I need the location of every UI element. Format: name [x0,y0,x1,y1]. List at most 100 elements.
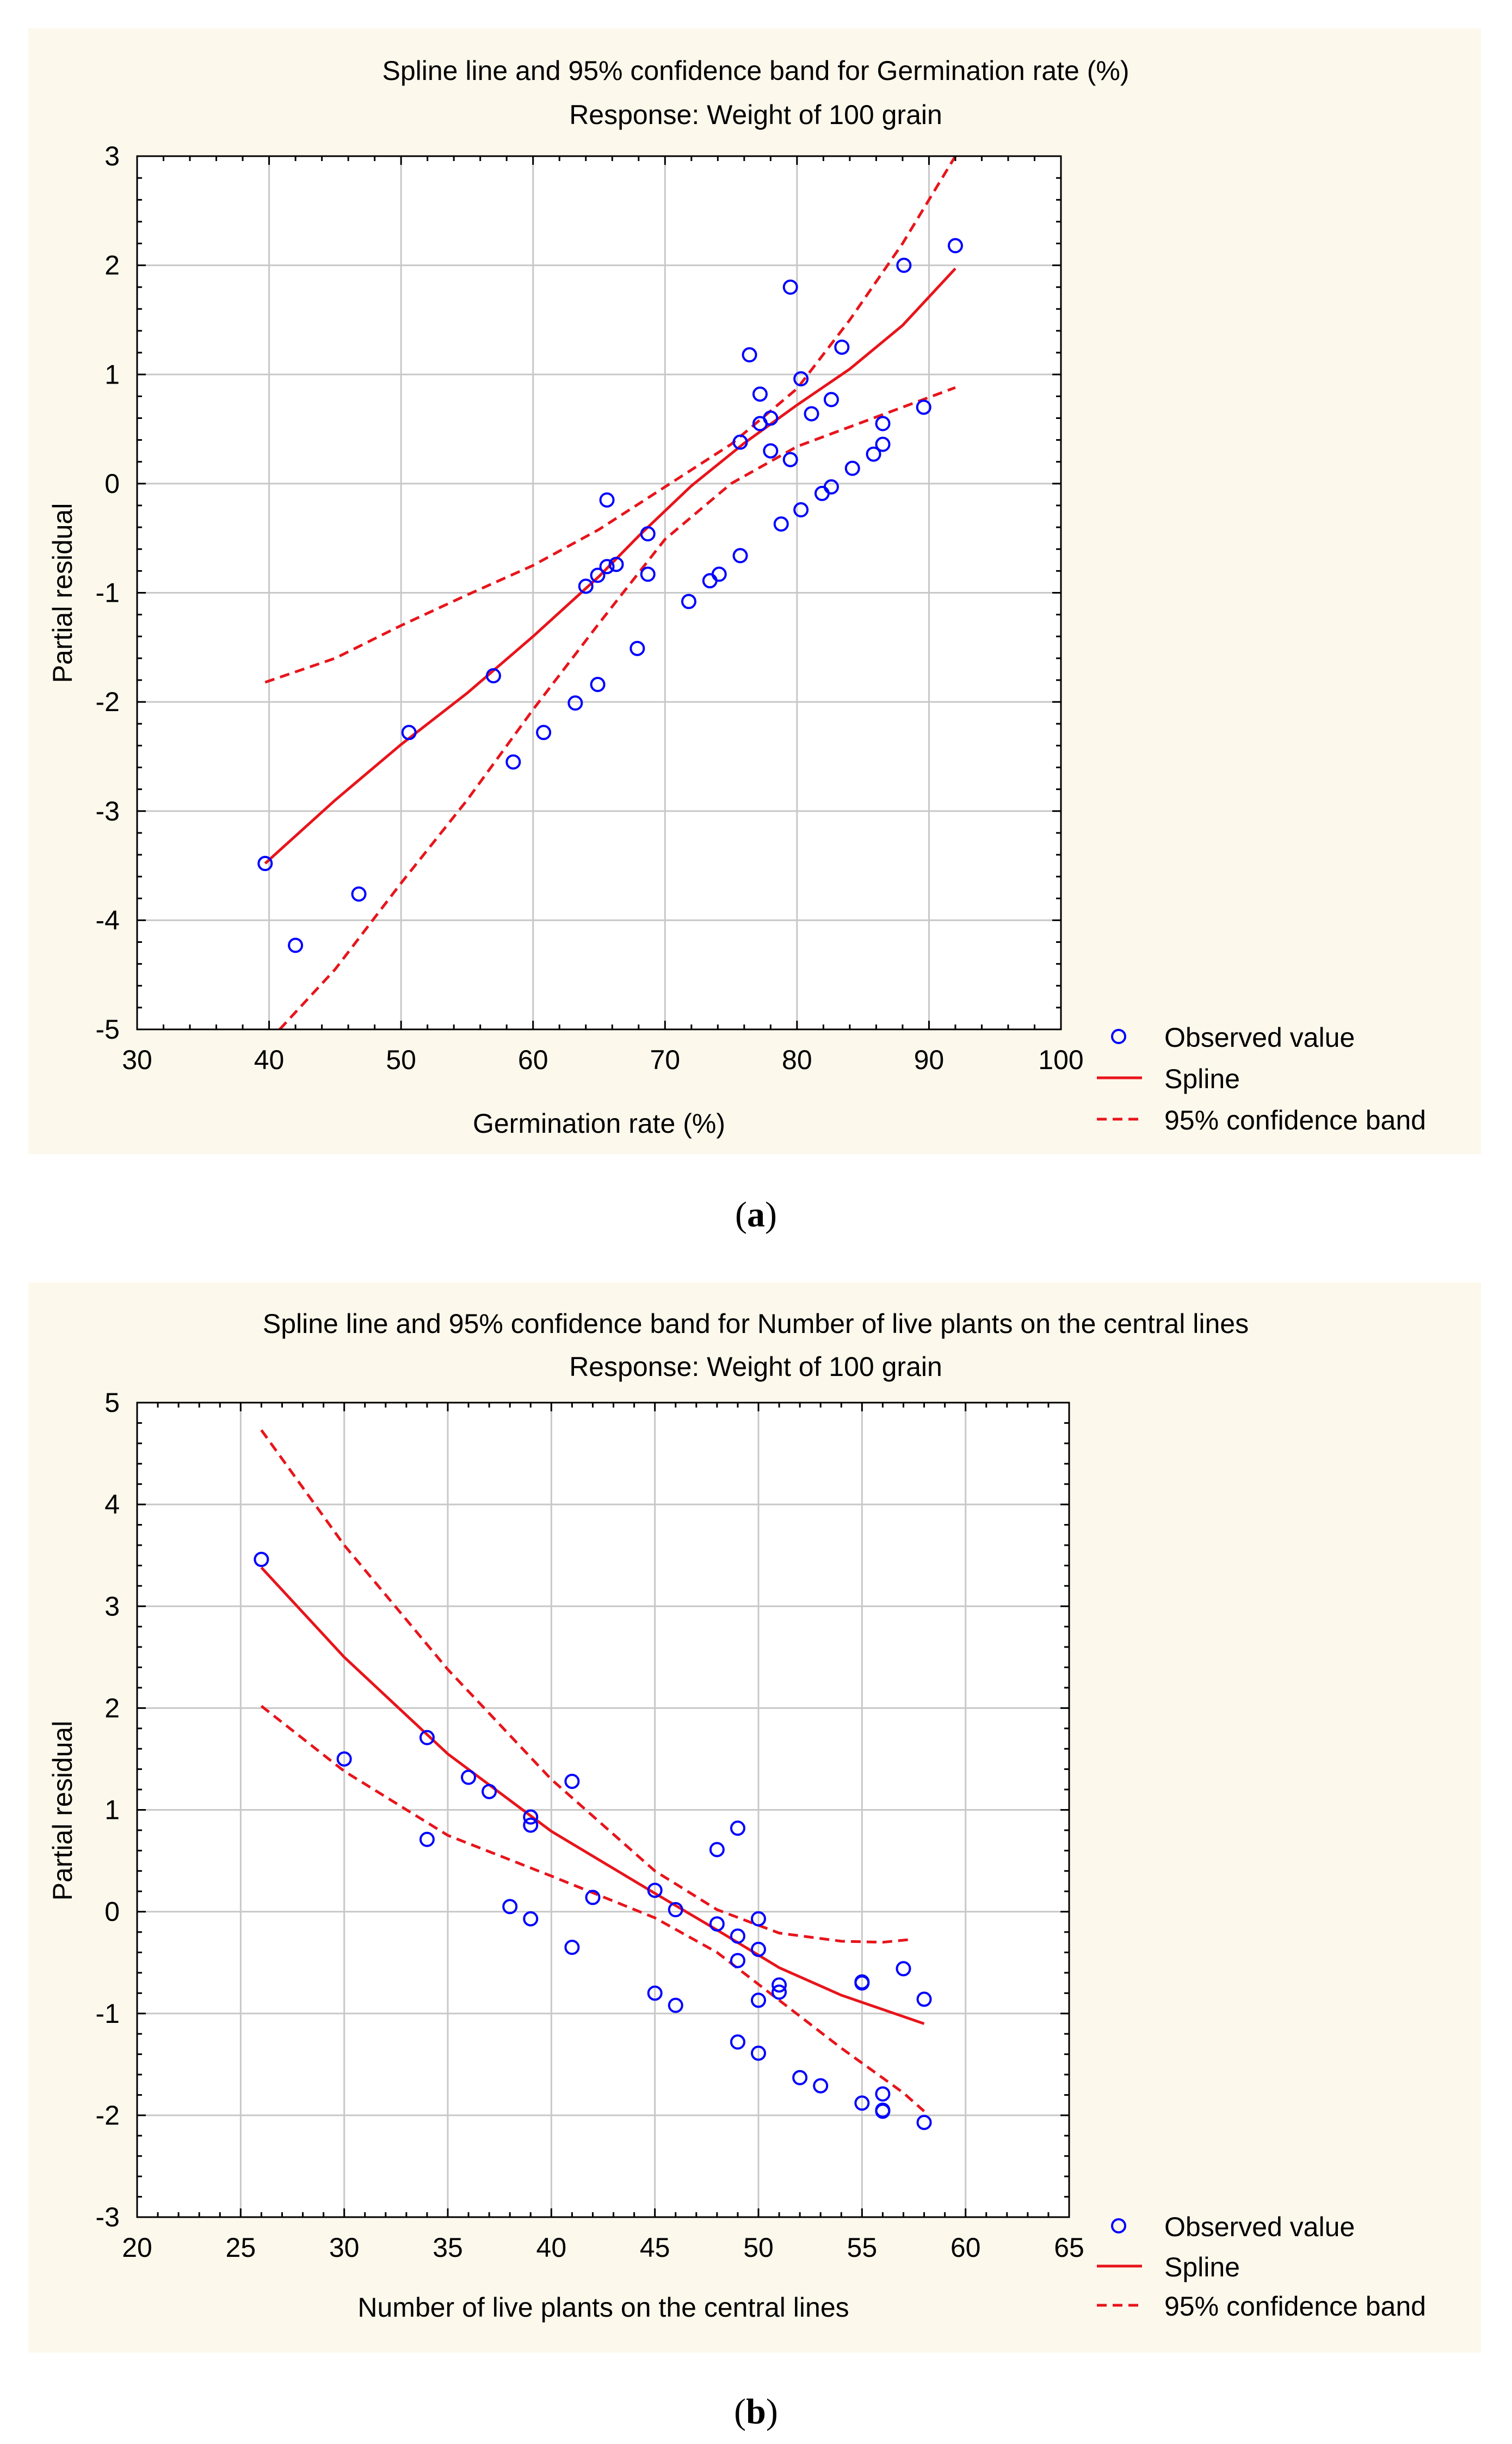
caption-b-close: ) [766,2392,778,2431]
caption-b: (b) [0,2391,1512,2433]
observed-point [854,2095,870,2111]
x-tick-label: 50 [743,2232,774,2263]
observed-point [896,257,912,273]
chart-a-x-axis-label: Germination rate (%) [473,1108,725,1139]
observed-point [590,677,606,693]
y-tick-label: -2 [96,2100,120,2131]
observed-point [257,856,273,872]
y-tick-label: 1 [104,359,120,390]
observed-point [351,886,367,902]
legend-observed-marker-icon [1111,2218,1126,2233]
y-tick-label: 5 [104,1387,120,1418]
y-tick-label: -4 [96,905,120,935]
observed-point [875,2086,891,2102]
observed-point [793,502,809,518]
legend-observed-label: Observed value [1164,1022,1355,1053]
observed-point [730,1820,745,1836]
y-tick-label: 0 [104,1897,120,1927]
chart-a-axis-ticks: 30 40 50 60 70 80 90 100 -5 -4 -3 -2 -1 0 1 2 3 [96,141,1084,1075]
x-tick-label: 90 [914,1045,945,1075]
caption-b-open: ( [734,2392,746,2431]
observed-point [585,1890,601,1905]
confidence-band-lower [279,386,956,1030]
observed-point [668,1997,683,2013]
chart-b-title: Spline line and 95% confidence band for … [263,1309,1249,1339]
x-tick-label: 60 [951,2232,981,2263]
chart-a-confidence-band [264,155,957,1030]
spline-line [264,267,956,865]
observed-point [782,452,798,467]
observed-point [792,2070,808,2085]
observed-point [599,559,615,575]
chart-b-subtitle: Response: Weight of 100 grain [569,1351,942,1382]
x-tick-label: 65 [1054,2232,1084,2263]
chart-b-legend: Observed value Spline 95% confidence ban… [1097,2212,1426,2322]
observed-point [823,479,839,495]
observed-point [823,392,839,408]
observed-point [834,340,850,355]
observed-point [578,578,594,594]
y-tick-label: -1 [96,1998,120,2029]
observed-point [505,754,521,770]
x-tick-label: 35 [433,2232,463,2263]
x-tick-label: 30 [329,2232,360,2263]
observed-point [640,566,656,582]
observed-point [916,1991,932,2007]
observed-point [502,1899,518,1915]
caption-b-letter: b [746,2392,766,2431]
spline-line [260,1566,925,2025]
x-tick-label: 30 [122,1045,152,1075]
observed-point [681,594,696,609]
observed-point [711,566,727,582]
observed-point [772,1984,787,2000]
observed-point [419,1730,435,1745]
legend-observed-marker-icon [1111,1029,1126,1044]
observed-point [751,2045,766,2061]
confidence-band-lower [260,1705,925,2113]
x-tick-label: 80 [782,1045,812,1075]
x-tick-label: 25 [226,2232,256,2263]
observed-point [844,460,860,476]
y-tick-label: 3 [104,1591,120,1621]
observed-point [752,386,768,402]
observed-point [709,1916,725,1932]
observed-point [866,446,881,462]
observed-point [482,1783,497,1799]
observed-point [523,1817,539,1833]
chart-b-observed-points [254,1552,932,2130]
chart-a-observed-points [257,238,963,953]
x-tick-label: 20 [122,2232,152,2263]
legend-band-label: 95% confidence band [1164,2291,1426,2322]
chart-a-spline [264,267,956,865]
observed-point [564,1774,580,1789]
observed-point [772,1977,787,1993]
y-tick-label: 2 [104,250,120,281]
chart-b-spline [260,1566,925,2025]
y-tick-label: 3 [104,141,120,171]
x-tick-label: 50 [386,1045,416,1075]
confidence-band-upper [264,155,957,684]
caption-a: (a) [0,1194,1512,1236]
observed-point [567,695,583,711]
y-tick-label: -3 [96,796,120,826]
observed-point [564,1940,580,1955]
observed-point [763,410,779,426]
observed-point [751,1911,766,1927]
observed-point [730,1928,745,1944]
observed-point [730,2034,745,2050]
observed-point [875,2103,891,2119]
chart-b-y-axis-label: Partial residual [47,1721,78,1901]
observed-point [813,2078,829,2094]
observed-point [288,937,304,953]
y-tick-label: -3 [96,2202,120,2232]
y-tick-label: -2 [96,687,120,717]
chart-a-title: Spline line and 95% confidence band for … [382,55,1129,86]
observed-point [254,1552,269,1567]
chart-a: Spline line and 95% confidence band for … [28,28,1481,1154]
chart-a-subtitle: Response: Weight of 100 grain [569,100,942,130]
observed-point [732,434,748,450]
observed-point [751,1992,766,2008]
x-tick-label: 55 [847,2232,878,2263]
observed-point [854,1974,870,1990]
